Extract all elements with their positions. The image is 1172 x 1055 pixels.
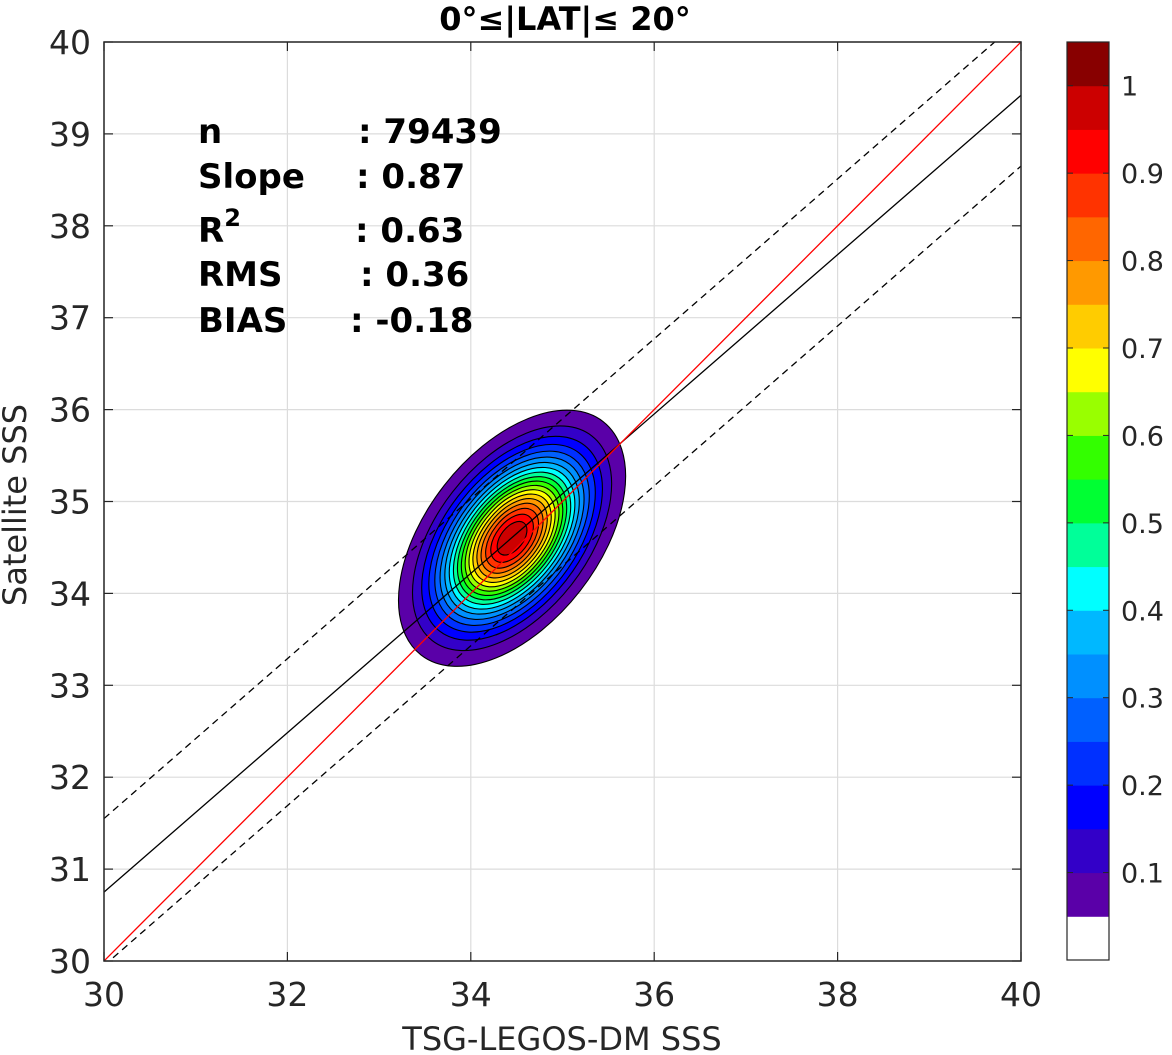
stat-bias-label: BIAS — [198, 301, 287, 341]
stat-rms-label: RMS — [198, 255, 283, 295]
colorbar-tick-label: 0.7 — [1121, 334, 1164, 365]
regression-lines — [104, 42, 1021, 961]
fit-line — [104, 94, 1021, 893]
stat-slope-value: : 0.87 — [356, 157, 465, 197]
y-tick-label: 38 — [49, 207, 91, 246]
x-tick-labels: 30 32 34 36 38 40 — [83, 975, 1042, 1014]
colorbar-swatch — [1067, 872, 1109, 917]
colorbar-swatch — [1067, 566, 1109, 611]
y-tick-label: 35 — [49, 483, 91, 522]
y-axis-label: Satellite SSS — [0, 404, 34, 606]
colorbar-swatch — [1067, 741, 1109, 786]
colorbar-swatch — [1067, 304, 1109, 349]
colorbar-ticks: 0.1 0.2 0.3 0.4 0.5 0.6 0.7 0.8 0.9 1 — [1067, 72, 1164, 890]
colorbar-swatch — [1067, 610, 1109, 655]
colorbar-swatch — [1067, 697, 1109, 742]
x-tick-label: 34 — [450, 975, 492, 1014]
fit-upper-line — [104, 42, 996, 820]
colorbar-tick-label: 0.3 — [1121, 684, 1164, 715]
y-tick-label: 30 — [49, 942, 91, 981]
colorbar-swatch — [1067, 916, 1109, 961]
colorbar-tick-label: 0.2 — [1121, 771, 1164, 802]
colorbar-swatch — [1067, 479, 1109, 524]
colorbar-tick-label: 1 — [1121, 72, 1138, 103]
stat-r2-superscript: 2 — [224, 204, 241, 232]
stat-slope-label: Slope — [198, 157, 305, 197]
colorbar-swatch — [1067, 42, 1109, 87]
y-tick-label: 37 — [49, 299, 91, 338]
x-tick-label: 32 — [266, 975, 308, 1014]
colorbar-swatch — [1067, 348, 1109, 393]
x-tick-label: 38 — [817, 975, 859, 1014]
colorbar-swatch — [1067, 785, 1109, 830]
y-tick-labels: 30 31 32 33 34 35 36 37 38 39 40 — [49, 23, 91, 981]
x-tick-label: 30 — [83, 975, 125, 1014]
y-tick-label: 36 — [49, 391, 91, 430]
colorbar-swatch — [1067, 828, 1109, 874]
colorbar-swatch — [1067, 216, 1109, 262]
x-tick-label: 36 — [633, 975, 675, 1014]
stat-n-value: : 79439 — [358, 112, 502, 152]
chart-title: 0°≤|LAT|≤ 20° — [439, 0, 690, 39]
colorbar-swatch — [1067, 260, 1109, 305]
colorbar-swatch — [1067, 85, 1109, 130]
stat-r2-base: R — [198, 211, 224, 251]
stat-r2-label: R2 — [198, 204, 241, 251]
colorbar-tick-label: 0.1 — [1121, 859, 1164, 890]
stat-rms-value: : 0.36 — [360, 255, 469, 295]
colorbar-tick-label: 0.6 — [1121, 421, 1164, 452]
colorbar-tick-label: 0.4 — [1121, 596, 1164, 627]
y-tick-label: 39 — [49, 115, 91, 154]
colorbar-tick-label: 0.9 — [1121, 159, 1164, 190]
colorbar-swatch — [1067, 522, 1109, 568]
y-tick-label: 31 — [49, 850, 91, 889]
colorbar-tick-label: 0.5 — [1121, 509, 1164, 540]
colorbar-tick-label: 0.8 — [1121, 247, 1164, 278]
colorbar — [1067, 42, 1109, 961]
identity-line — [104, 42, 1021, 961]
fit-lower-line — [108, 165, 1021, 961]
stat-bias-value: : -0.18 — [350, 301, 473, 341]
statistics-annotation: n : 79439 Slope : 0.87 R2 : 0.63 RMS : 0… — [198, 112, 502, 341]
y-tick-label: 40 — [49, 23, 91, 62]
y-tick-label: 32 — [49, 758, 91, 797]
x-tick-label: 40 — [1000, 975, 1042, 1014]
axis-ticks — [103, 41, 1022, 962]
stat-n-label: n — [198, 112, 222, 152]
colorbar-swatch — [1067, 391, 1109, 436]
colorbar-swatch — [1067, 173, 1109, 218]
x-axis-label: TSG-LEGOS-DM SSS — [401, 1020, 721, 1055]
colorbar-frame — [1066, 41, 1110, 961]
y-tick-label: 34 — [49, 574, 91, 613]
colorbar-swatch — [1067, 654, 1109, 699]
stat-r2-value: : 0.63 — [355, 211, 464, 251]
y-tick-label: 33 — [49, 666, 91, 705]
colorbar-swatch — [1067, 435, 1109, 480]
colorbar-swatch — [1067, 129, 1109, 174]
